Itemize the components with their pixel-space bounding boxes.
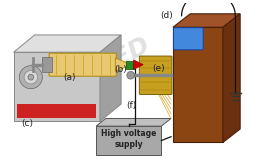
Bar	[126, 61, 134, 68]
Polygon shape	[100, 35, 121, 121]
Circle shape	[19, 66, 42, 89]
Bar	[17, 104, 96, 118]
Polygon shape	[223, 14, 240, 142]
Polygon shape	[173, 14, 240, 27]
Polygon shape	[134, 60, 143, 69]
FancyBboxPatch shape	[173, 28, 203, 50]
Text: (d): (d)	[160, 11, 173, 20]
Text: (f): (f)	[127, 101, 137, 110]
Bar	[173, 27, 223, 142]
Text: (b): (b)	[115, 65, 127, 74]
Text: (e): (e)	[152, 64, 165, 73]
FancyBboxPatch shape	[49, 53, 116, 76]
Polygon shape	[14, 35, 121, 52]
Text: (c): (c)	[21, 119, 33, 128]
Circle shape	[24, 70, 38, 84]
Bar	[42, 57, 52, 72]
Bar	[96, 126, 161, 155]
Text: ACCEPTED: ACCEPTED	[15, 34, 155, 123]
Bar	[14, 52, 100, 121]
FancyBboxPatch shape	[139, 56, 172, 95]
Text: High voltage
supply: High voltage supply	[101, 129, 156, 149]
Polygon shape	[115, 58, 127, 71]
Circle shape	[28, 74, 34, 80]
Text: (a): (a)	[63, 73, 75, 82]
Polygon shape	[96, 119, 171, 126]
Circle shape	[127, 71, 134, 79]
